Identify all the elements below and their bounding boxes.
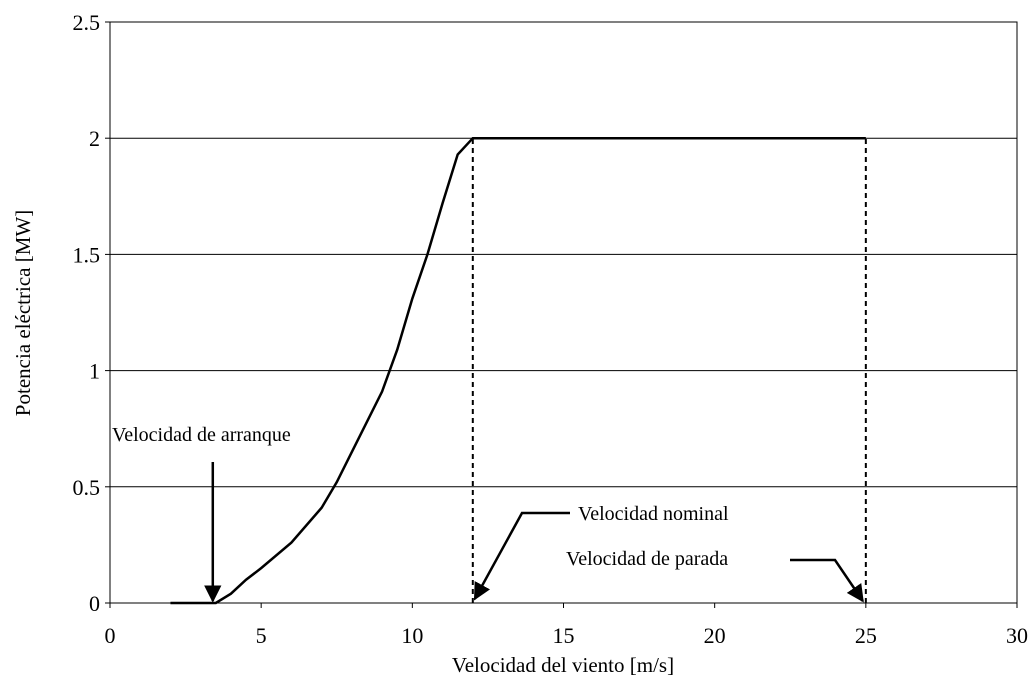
x-tick-label: 0 — [105, 623, 116, 648]
x-tick-label: 15 — [553, 623, 575, 648]
y-tick-label: 1.5 — [73, 242, 101, 267]
y-tick-label: 1 — [89, 359, 100, 384]
plot-frame — [109, 21, 1018, 604]
x-tick-label: 5 — [256, 623, 267, 648]
y-tick-label: 2.5 — [73, 10, 101, 35]
y-tick-label: 0 — [89, 591, 100, 616]
y-tick-label: 2 — [89, 126, 100, 151]
annotation-text: Velocidad nominal — [578, 503, 729, 525]
annotation-text: Velocidad de arranque — [112, 424, 291, 446]
y-axis-label: Potencia eléctrica [MW] — [11, 210, 35, 416]
x-tick-label: 25 — [855, 623, 877, 648]
annotation-arrow — [473, 511, 570, 601]
y-tick-label: 0.5 — [73, 475, 101, 500]
x-tick-label: 30 — [1006, 623, 1028, 648]
annotation-arrow — [790, 558, 864, 603]
x-axis-label: Velocidad del viento [m/s] — [452, 653, 674, 677]
power-curve — [170, 136, 866, 605]
x-tick-label: 20 — [704, 623, 726, 648]
annotation-text: Velocidad de parada — [566, 548, 728, 570]
x-tick-label: 10 — [401, 623, 423, 648]
